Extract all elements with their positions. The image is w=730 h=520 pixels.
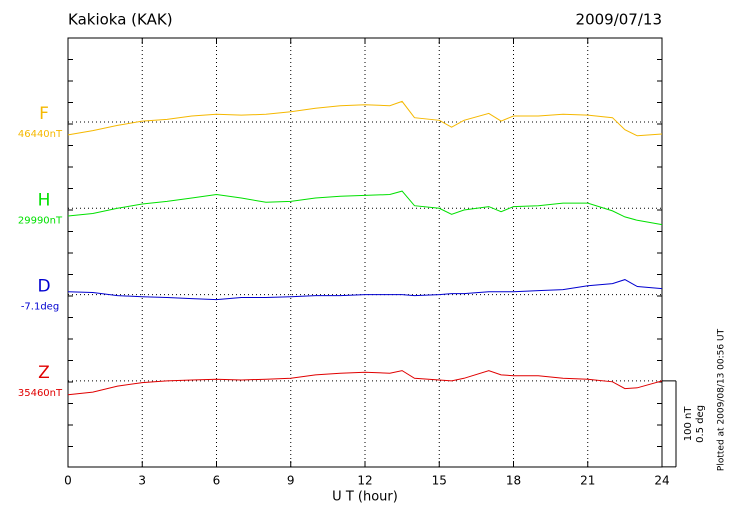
x-tick-label: 12 — [357, 474, 372, 488]
chart-date: 2009/07/13 — [576, 11, 662, 29]
series-name: F — [39, 104, 49, 124]
x-tick-label: 24 — [654, 474, 669, 488]
series-line — [67, 279, 663, 301]
scale-label: 0.5 deg — [695, 405, 706, 443]
series-line — [67, 370, 663, 396]
baseline-label: -7.1deg — [21, 302, 59, 313]
scale-label: 100 nT — [683, 406, 694, 442]
x-tick-label: 18 — [506, 474, 521, 488]
x-axis-label: U T (hour) — [332, 490, 398, 505]
series-line — [67, 190, 663, 226]
series-line — [67, 100, 663, 137]
series-name: H — [38, 190, 51, 210]
series-name: D — [37, 277, 50, 297]
x-tick-label: 15 — [432, 474, 447, 488]
baseline-label: 46440nT — [18, 129, 63, 140]
x-tick-label: 3 — [138, 474, 146, 488]
baseline-label: 35460nT — [18, 388, 63, 399]
chart-title: Kakioka (KAK) — [68, 11, 173, 29]
x-tick-label: 6 — [213, 474, 221, 488]
x-tick-label: 0 — [64, 474, 72, 488]
plot-note: Plotted at 2009/08/13 00:56 UT — [717, 328, 727, 471]
baseline-label: 29990nT — [18, 215, 63, 226]
x-tick-label: 21 — [580, 474, 595, 488]
x-tick-label: 9 — [287, 474, 295, 488]
scale-bar — [662, 380, 677, 468]
series-name: Z — [38, 363, 50, 383]
